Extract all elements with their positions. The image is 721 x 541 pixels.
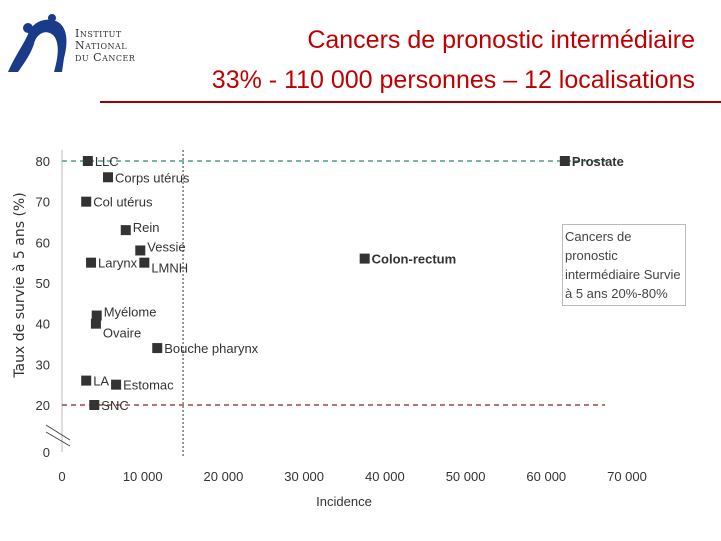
y-tick-label: 40: [36, 317, 50, 332]
data-point: [91, 310, 102, 321]
data-label: Rein: [133, 220, 160, 235]
data-label: SNC: [101, 398, 128, 413]
data-label: Corps utérus: [115, 170, 190, 185]
data-point: [152, 343, 163, 354]
data-point: [81, 196, 92, 207]
data-label: LMNH: [151, 261, 188, 276]
data-label: Myélome: [104, 305, 157, 320]
x-tick-label: 40 000: [365, 469, 405, 484]
y-tick-label: 80: [36, 154, 50, 169]
y-tick-label: 70: [36, 195, 50, 210]
data-point: [81, 375, 92, 386]
data-point: [86, 257, 97, 268]
y-tick-label: 20: [36, 398, 50, 413]
y-axis-label: Taux de survie à 5 ans (%): [12, 192, 28, 378]
data-point: [359, 253, 370, 264]
x-axis-label: Incidence: [316, 494, 372, 509]
data-label: LA: [93, 374, 109, 389]
data-point: [120, 225, 131, 236]
x-tick-label: 30 000: [284, 469, 324, 484]
logo-line: du Cancer: [75, 51, 136, 64]
x-tick-label: 50 000: [446, 469, 486, 484]
data-point: [139, 257, 150, 268]
data-point: [82, 156, 93, 166]
y-tick-label: 50: [36, 276, 50, 291]
data-label: Bouche pharynx: [164, 341, 258, 356]
data-point: [111, 379, 122, 390]
data-point: [559, 156, 570, 166]
data-label: Prostate: [572, 154, 624, 169]
data-label: Ovaire: [103, 326, 141, 341]
logo-line: Institut: [75, 27, 122, 40]
y-tick-label: 30: [36, 357, 50, 372]
logo-text: Institut National du Cancer: [75, 28, 135, 64]
axis-break-mark: [45, 431, 71, 447]
data-label: Colon-rectum: [372, 252, 457, 267]
legend-box: Cancers de pronostic intermédiaire Survi…: [562, 224, 686, 306]
y-tick-label: 60: [36, 235, 50, 250]
slide-subtitle: 33% - 110 000 personnes – 12 localisatio…: [211, 66, 695, 94]
logo-line: National: [75, 39, 128, 52]
x-tick-label: 70 000: [607, 469, 647, 484]
data-label: Vessie: [147, 239, 185, 254]
data-point: [135, 245, 146, 256]
data-label: Col utérus: [93, 195, 153, 210]
data-label: LLC: [95, 154, 119, 169]
data-point: [90, 318, 101, 329]
y-tick-label: 0: [43, 445, 50, 460]
data-label: Estomac: [123, 378, 174, 393]
x-tick-label: 0: [58, 469, 65, 484]
institut-national-du-cancer-logo: [8, 14, 67, 72]
x-tick-label: 60 000: [526, 469, 566, 484]
data-label: Larynx: [98, 256, 138, 271]
x-tick-label: 20 000: [204, 469, 244, 484]
axis-break-mark: [45, 424, 71, 441]
data-point: [103, 172, 114, 183]
title-rule: [100, 101, 721, 103]
data-point: [89, 400, 100, 410]
x-tick-label: 10 000: [123, 469, 163, 484]
slide-title: Cancers de pronostic intermédiaire: [307, 26, 695, 54]
